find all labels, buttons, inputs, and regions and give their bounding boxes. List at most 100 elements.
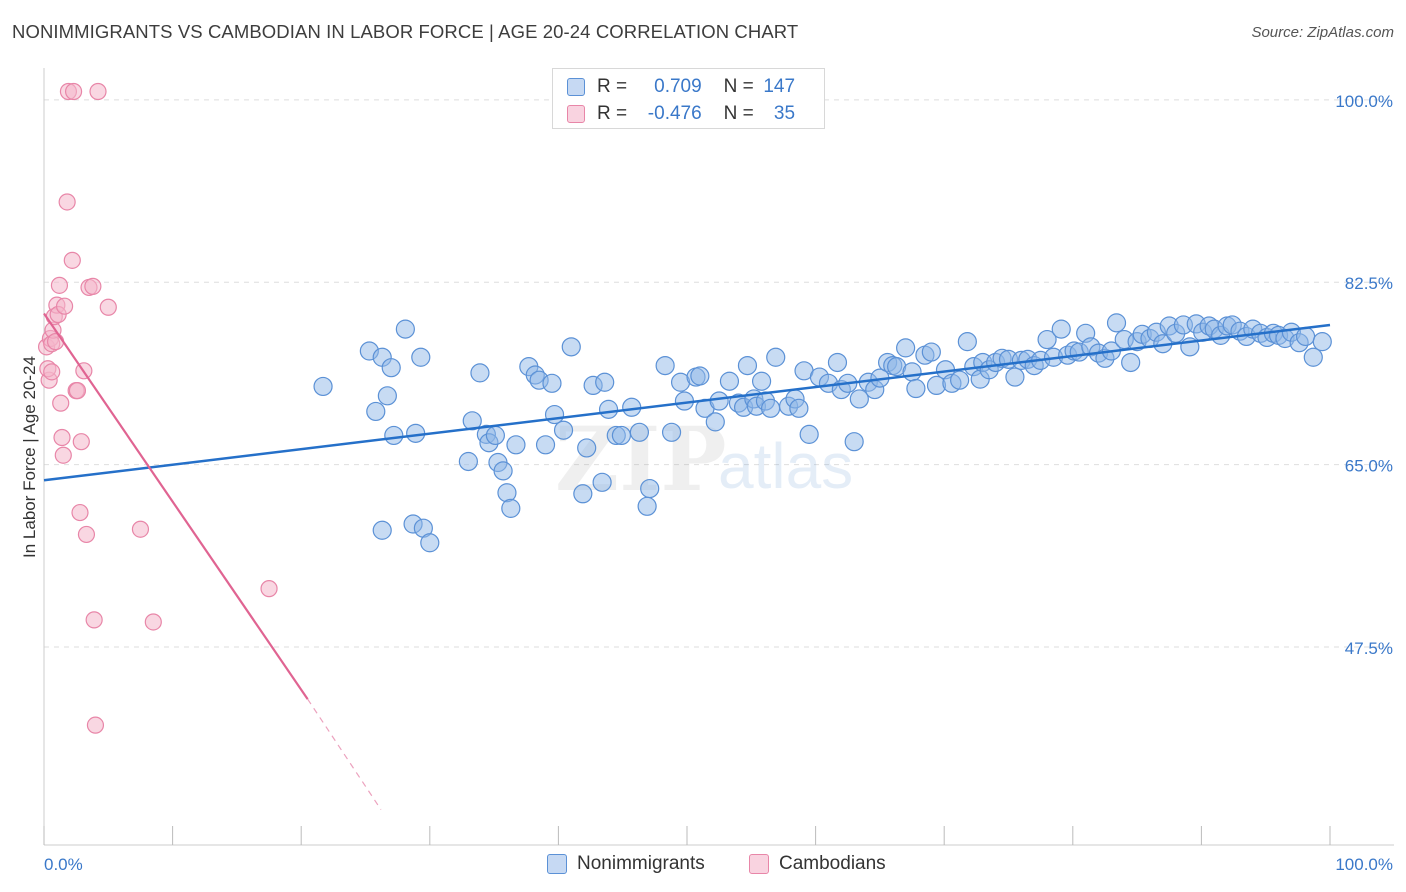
chart-title: NONIMMIGRANTS VS CAMBODIAN IN LABOR FORC…	[12, 21, 799, 42]
nonimmigrants-point	[542, 373, 562, 393]
cambodians-swatch	[567, 105, 585, 123]
stats-row-cambodians: R = -0.476 N = 35	[567, 101, 795, 127]
nonimmigrants-point	[395, 319, 415, 339]
cambodians-point	[72, 433, 90, 451]
cambodians-points	[37, 82, 278, 734]
nonimmigrants-point	[372, 520, 392, 540]
nonimmigrants-point	[1312, 332, 1332, 352]
legend-item-nonimmigrants[interactable]: Nonimmigrants	[547, 853, 705, 875]
nonimmigrants-point	[737, 355, 758, 376]
nonimmigrants-point	[611, 425, 632, 446]
nonimmigrants-point	[458, 451, 478, 472]
cambodians-point	[54, 446, 72, 464]
nonimmigrants-point	[1106, 313, 1127, 333]
cambodians-point	[77, 525, 96, 544]
nonimmigrants-point	[844, 432, 864, 452]
cambodians-point	[85, 611, 103, 629]
nonimmigrants-point	[789, 398, 809, 418]
bottom-legend: Nonimmigrants Cambodians	[0, 850, 1406, 880]
nonimmigrants-point	[485, 425, 505, 446]
cambodians-point	[68, 382, 87, 400]
nonimmigrants-point	[950, 370, 970, 390]
y-tick-label: 65.0%	[1345, 457, 1393, 476]
stats-row-nonimmigrants: R = 0.709 N = 147	[567, 74, 795, 100]
trend-lines	[43, 312, 1331, 810]
cambodians-point	[84, 277, 102, 295]
nonimmigrants-point	[902, 362, 922, 382]
x-tick-label: 0.0%	[44, 855, 83, 874]
nonimmigrants-point	[1005, 367, 1025, 387]
nonimmigrants-point	[849, 389, 869, 409]
nonimmigrants-swatch	[547, 854, 567, 874]
cambodians-point	[52, 394, 70, 412]
cambodians-point	[46, 333, 65, 351]
tick-labels: 47.5% 65.0% 82.5% 100.0% 0.0% 100.0%	[44, 92, 1393, 874]
n-label: N =	[723, 103, 754, 124]
nonimmigrants-point	[799, 424, 819, 444]
nonimmigrants-point	[544, 404, 565, 425]
nonimmigrants-point	[705, 412, 725, 432]
stats-legend: R = 0.709 N = 147 R = -0.476 N = 35	[552, 68, 825, 129]
cambodians-swatch	[749, 854, 769, 874]
cambodians-point	[71, 503, 89, 522]
cambodians-point	[58, 193, 76, 211]
cambodians-point	[53, 428, 71, 447]
nonimmigrants-point	[640, 478, 660, 499]
source-label: Source: ZipAtlas.com	[1251, 24, 1394, 41]
cambodians-point	[99, 298, 117, 316]
zipatlas-watermark: ZIP atlas	[555, 407, 853, 511]
nonimmigrants-point	[506, 435, 526, 455]
cambodians-point	[144, 613, 162, 631]
nonimmigrants-trend-line	[43, 323, 1331, 482]
cambodians-trend-line	[43, 312, 309, 700]
legend-label-cambodians: Cambodians	[779, 853, 886, 874]
nonimmigrants-point	[719, 371, 740, 391]
nonimmigrants-point	[637, 496, 657, 516]
nonimmigrants-point	[655, 355, 675, 376]
nonimmigrants-point	[1051, 319, 1071, 339]
nonimmigrants-point	[709, 391, 729, 411]
nonimmigrants-point	[595, 372, 615, 392]
nonimmigrants-point	[921, 342, 941, 362]
cambodians-point	[64, 82, 83, 101]
nonimmigrants-point	[366, 401, 386, 422]
nonimmigrants-point	[1303, 347, 1323, 367]
nonimmigrants-point	[957, 332, 977, 352]
y-tick-label: 82.5%	[1345, 274, 1393, 293]
nonimmigrants-point	[1295, 326, 1316, 347]
svg-text:atlas: atlas	[718, 430, 853, 502]
nonimmigrants-point	[535, 435, 556, 455]
nonimmigrants-point	[896, 338, 916, 358]
nonimmigrants-point	[1037, 329, 1057, 350]
nonimmigrants-point	[690, 366, 710, 386]
nonimmigrants-point	[553, 420, 574, 440]
nonimmigrants-point	[420, 533, 440, 553]
nonimmigrants-swatch	[567, 78, 585, 96]
nonimmigrants-point	[313, 376, 333, 397]
nonimmigrants-point	[766, 347, 786, 367]
r-label: R =	[597, 103, 628, 124]
nonimmigrants-point	[497, 483, 517, 503]
nonimmigrants-point	[381, 358, 401, 378]
nonimmigrants-point	[598, 399, 619, 419]
cambodians-point	[50, 276, 69, 294]
cambodians-point	[86, 716, 105, 734]
n-value-cambodians: 35	[773, 103, 796, 124]
nonimmigrants-point	[561, 337, 581, 357]
gridlines	[44, 99, 1394, 648]
x-tick-label: 100.0%	[1335, 855, 1393, 874]
nonimmigrants-point	[827, 352, 848, 373]
nonimmigrants-point	[751, 371, 772, 391]
r-label: R =	[597, 76, 628, 97]
cambodians-point	[131, 520, 150, 538]
axes	[43, 68, 1394, 846]
legend-item-cambodians[interactable]: Cambodians	[749, 853, 886, 875]
n-label: N =	[723, 76, 754, 97]
cambodians-point	[89, 82, 107, 101]
y-tick-label: 47.5%	[1345, 639, 1393, 658]
r-value-cambodians: -0.476	[647, 103, 702, 124]
nonimmigrants-point	[577, 438, 597, 458]
nonimmigrants-point	[462, 411, 482, 431]
legend-label-nonimmigrants: Nonimmigrants	[577, 853, 705, 874]
nonimmigrants-point	[377, 386, 397, 406]
